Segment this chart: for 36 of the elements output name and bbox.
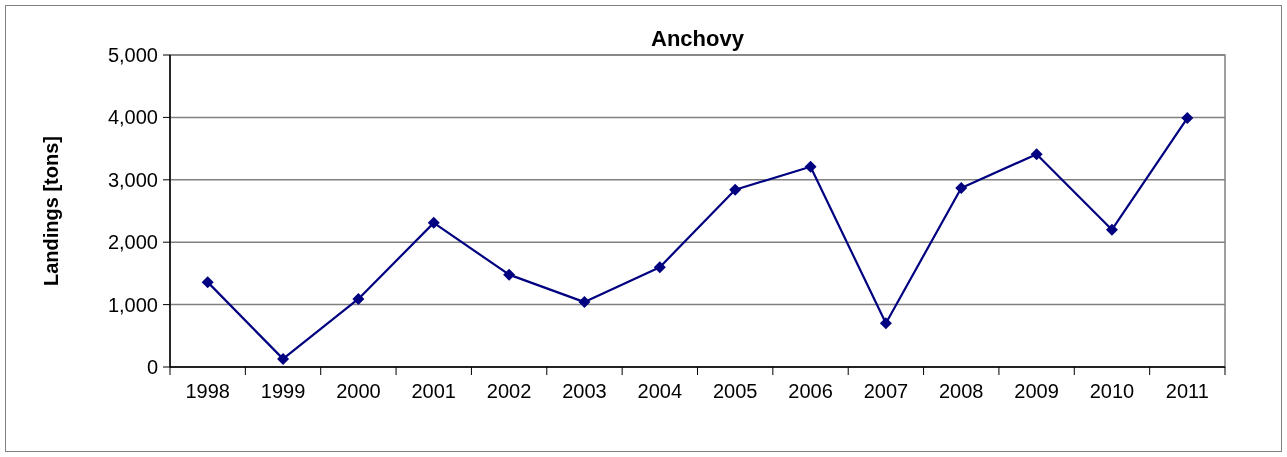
point: [729, 183, 742, 196]
y-tick-label: 1,000: [107, 293, 158, 316]
y-axis-title: Landings [tons]: [40, 136, 62, 286]
x-tick-label: 1998: [185, 380, 230, 402]
point: [578, 296, 591, 309]
point: [352, 292, 365, 305]
y-tick-label: 4,000: [107, 106, 158, 129]
x-tick-label: 2011: [1165, 380, 1209, 402]
point: [879, 317, 892, 330]
point: [277, 352, 290, 365]
point: [427, 216, 440, 229]
chart-title: Anchovy: [651, 26, 745, 51]
x-tick-label: 2000: [336, 380, 381, 402]
point: [955, 181, 968, 194]
x-tick-label: 2002: [486, 380, 532, 402]
point: [804, 160, 817, 173]
x-tick-label: 2007: [863, 380, 909, 402]
y-tick-label: 2,000: [107, 231, 158, 254]
y-tick-label: 3,000: [107, 168, 158, 191]
x-tick-label: 2001: [411, 380, 456, 402]
y-tick-label: 0: [146, 356, 158, 378]
x-tick-label: 2010: [1089, 380, 1135, 402]
point: [1030, 148, 1043, 161]
x-tick-label: 2005: [712, 380, 758, 402]
point: [1105, 223, 1118, 236]
x-tick-label: 2009: [1014, 380, 1059, 402]
point: [1181, 112, 1194, 125]
point: [503, 268, 516, 281]
x-tick-label: 1999: [260, 380, 306, 402]
x-tick-label: 2003: [562, 380, 607, 402]
point: [653, 261, 666, 274]
x-tick-label: 2008: [939, 380, 984, 402]
point: [201, 276, 214, 289]
x-tick-label: 2004: [637, 380, 683, 402]
x-tick-label: 2006: [788, 380, 833, 402]
y-tick-label: 5,000: [107, 44, 158, 66]
